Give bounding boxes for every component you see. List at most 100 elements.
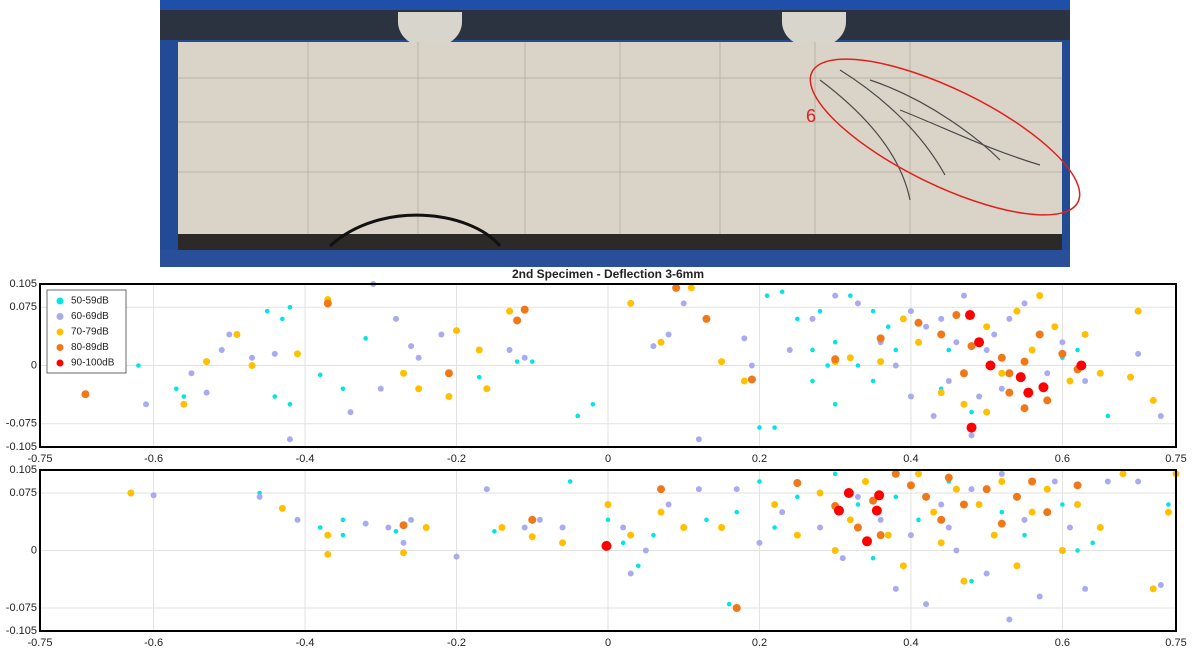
point — [347, 409, 354, 416]
y-tick-label: 0.075 — [9, 301, 37, 313]
point — [982, 485, 991, 494]
point — [1073, 481, 1082, 490]
legend-marker — [56, 359, 64, 367]
point — [1096, 524, 1104, 531]
point — [832, 292, 839, 299]
point — [642, 547, 649, 554]
point — [249, 354, 256, 361]
x-tick-label: 0.4 — [903, 453, 918, 465]
x-tick-label: -0.6 — [144, 637, 163, 649]
point — [965, 310, 976, 321]
point — [271, 350, 278, 357]
y-tick-label: -0.105 — [6, 441, 37, 453]
legend-label: 60-69dB — [71, 311, 109, 322]
point — [415, 354, 422, 361]
point — [862, 536, 873, 547]
point — [871, 505, 882, 516]
point — [444, 369, 453, 378]
point — [1059, 339, 1066, 346]
point — [825, 363, 830, 368]
point — [1022, 532, 1027, 538]
point — [907, 393, 914, 400]
point — [340, 386, 346, 392]
x-tick-label: 0.2 — [752, 453, 767, 465]
point — [960, 577, 968, 585]
point — [680, 300, 687, 307]
support-area — [178, 234, 1062, 250]
y-tick-label: 0.105 — [9, 278, 37, 290]
point — [1035, 330, 1044, 339]
point — [1020, 404, 1029, 413]
point — [408, 343, 415, 350]
point — [317, 525, 323, 530]
point — [983, 408, 991, 416]
point — [891, 469, 900, 478]
point — [665, 331, 672, 338]
point — [1066, 377, 1074, 385]
point — [915, 338, 923, 346]
point — [506, 307, 514, 315]
point — [575, 413, 581, 419]
point — [1023, 387, 1034, 398]
point — [400, 369, 408, 377]
point — [960, 292, 967, 299]
point — [946, 347, 952, 353]
point — [959, 369, 968, 378]
point — [876, 334, 885, 343]
point — [757, 479, 762, 484]
chart-title: 2nd Specimen - Deflection 3-6mm — [512, 267, 704, 281]
point — [817, 524, 824, 531]
point — [695, 436, 702, 443]
point — [764, 293, 770, 298]
point — [915, 470, 923, 478]
point — [998, 385, 1005, 392]
point — [528, 515, 537, 524]
point — [704, 517, 709, 523]
point — [680, 524, 688, 531]
point — [899, 562, 907, 570]
x-tick-label: 0.75 — [1165, 453, 1186, 465]
point — [81, 390, 90, 399]
point — [324, 550, 332, 558]
point — [899, 315, 907, 323]
point — [974, 337, 985, 348]
point — [907, 532, 914, 539]
x-tick-label: -0.2 — [447, 453, 466, 465]
point — [916, 517, 921, 523]
point — [892, 362, 899, 369]
point — [810, 347, 815, 353]
point — [997, 519, 1006, 528]
point — [377, 385, 384, 392]
point — [415, 385, 423, 393]
point — [498, 524, 506, 531]
x-tick-label: 0.2 — [752, 637, 767, 649]
point — [1166, 502, 1171, 507]
point — [975, 501, 983, 508]
point — [226, 331, 233, 338]
point — [839, 555, 846, 562]
point — [702, 314, 711, 323]
point — [967, 342, 976, 351]
point — [1075, 548, 1080, 553]
legend-label: 50-59dB — [71, 296, 109, 307]
point — [514, 359, 520, 364]
point — [1043, 396, 1052, 405]
point — [392, 315, 399, 322]
point — [848, 293, 853, 298]
x-tick-label: -0.75 — [27, 453, 52, 465]
point — [1149, 396, 1157, 404]
x-tick-label: 0 — [605, 453, 611, 465]
point — [817, 308, 823, 314]
point — [393, 529, 399, 534]
point — [998, 470, 1005, 477]
point — [1127, 373, 1135, 381]
point — [854, 493, 861, 500]
point — [1135, 350, 1142, 357]
point — [483, 486, 490, 493]
point — [832, 471, 838, 477]
point — [1021, 300, 1028, 307]
point — [953, 339, 960, 346]
point — [870, 555, 876, 561]
point — [1021, 516, 1028, 523]
